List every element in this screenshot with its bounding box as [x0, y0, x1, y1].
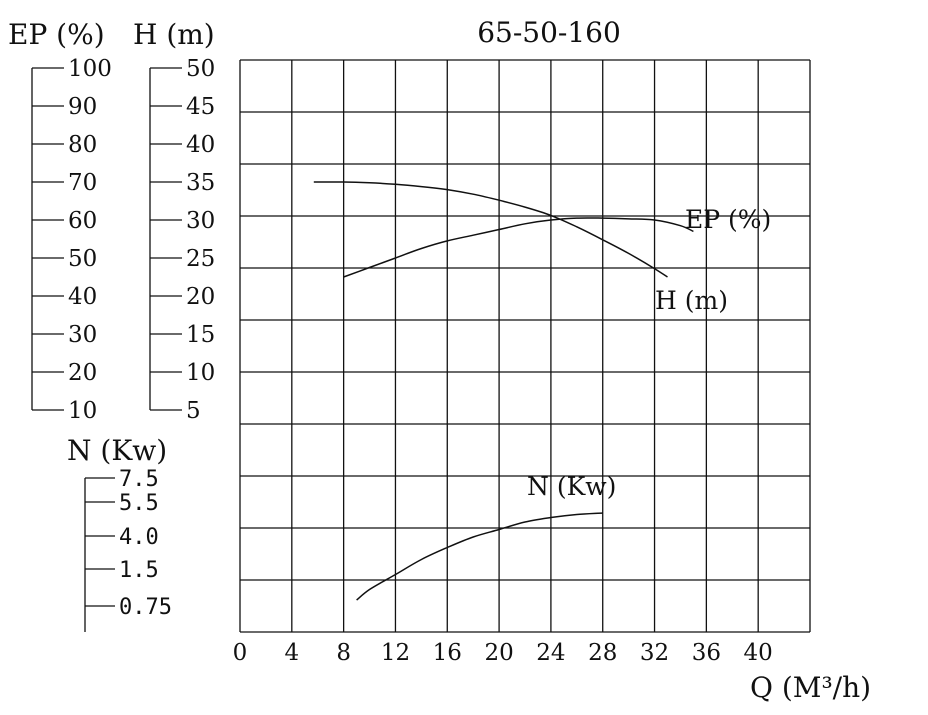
h-tick-label: 45: [186, 94, 215, 120]
n-tick-label: 1.5: [119, 558, 159, 583]
n-tick-label: 5.5: [119, 491, 159, 516]
x-tick-label: 24: [536, 640, 565, 666]
h-tick-label: 15: [186, 322, 215, 348]
x-tick-label: 12: [381, 640, 410, 666]
ep-tick-label: 30: [68, 322, 97, 348]
ep-curve: [343, 217, 694, 278]
x-tick-label: 0: [233, 640, 248, 666]
x-axis-ticks: 0 4 8 12 16 20 24 28 32 36 40: [233, 640, 773, 666]
series-label-h: H (m): [655, 286, 728, 315]
ep-axis: 100 90 80 70 60 50 40 30 20 10: [31, 56, 112, 424]
h-axis: 50 45 40 35 30 25 20 15 10 5: [149, 56, 215, 424]
ep-tick-label: 60: [68, 208, 97, 234]
n-axis: 7.55.5 4.0 1.5 0.75: [84, 467, 172, 632]
n-curve: [356, 512, 603, 601]
x-axis-label: Q (M³/h): [750, 671, 871, 704]
n-tick-label: 7.5: [119, 467, 159, 492]
h-tick-label: 10: [186, 360, 215, 386]
n-tick-label: 4.0: [119, 525, 159, 550]
n-axis-label: N (Kw): [67, 434, 167, 467]
ep-tick-label: 20: [68, 360, 97, 386]
x-tick-label: 8: [336, 640, 351, 666]
ep-tick-label: 50: [68, 246, 97, 272]
curve-layer: [313, 181, 694, 601]
ep-axis-label: EP (%): [8, 18, 105, 51]
series-label-ep: EP (%): [685, 205, 771, 234]
ep-tick-label: 10: [68, 398, 97, 424]
h-tick-label: 40: [186, 132, 215, 158]
x-tick-label: 32: [640, 640, 669, 666]
chart-grid: [239, 59, 811, 633]
h-axis-label: H (m): [133, 18, 215, 51]
n-tick-label: 0.75: [119, 595, 172, 620]
h-curve: [313, 181, 668, 278]
chart-title: 65-50-160: [477, 16, 621, 49]
ep-tick-label: 40: [68, 284, 97, 310]
h-tick-label: 20: [186, 284, 215, 310]
h-tick-label: 50: [186, 56, 215, 82]
h-tick-label: 35: [186, 170, 215, 196]
ep-tick-label: 80: [68, 132, 97, 158]
x-tick-label: 16: [433, 640, 462, 666]
h-tick-label: 5: [186, 398, 201, 424]
x-tick-label: 20: [484, 640, 513, 666]
x-tick-label: 40: [744, 640, 773, 666]
x-tick-label: 4: [284, 640, 299, 666]
ep-tick-label: 100: [68, 56, 112, 82]
ep-tick-label: 70: [68, 170, 97, 196]
x-tick-label: 28: [588, 640, 617, 666]
h-tick-label: 30: [186, 208, 215, 234]
h-tick-label: 25: [186, 246, 215, 272]
ep-tick-label: 90: [68, 94, 97, 120]
series-label-n: N (Kw): [527, 472, 616, 501]
x-tick-label: 36: [692, 640, 721, 666]
